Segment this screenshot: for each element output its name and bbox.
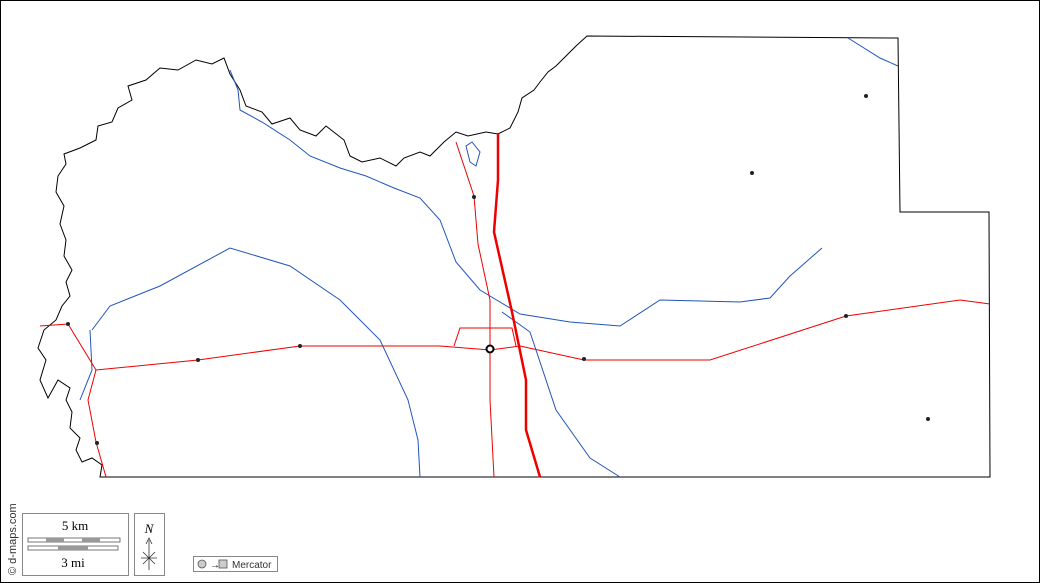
capital [485,344,495,354]
projection-name: Mercator [232,560,272,571]
compass: N [134,513,165,576]
svg-text:→: → [210,560,220,571]
places [66,94,930,445]
scale-mi: 3 mi [61,555,85,570]
region-outline [37,35,991,478]
scale-bar: 5 km 3 mi [22,513,129,576]
rivers [79,37,899,478]
credit: © d-maps.com [7,503,19,575]
projection-box: → Mercator [193,556,278,572]
scale-km: 5 km [62,518,88,533]
compass-north: N [144,521,155,536]
highway [492,134,542,478]
